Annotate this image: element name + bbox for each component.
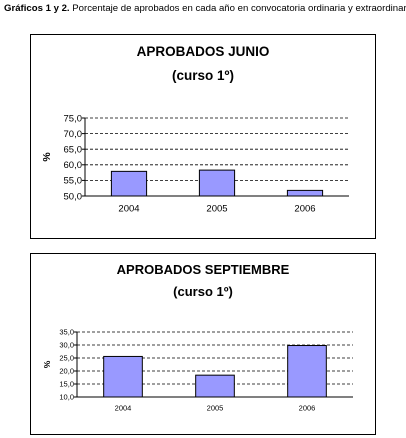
chart-panel-septiembre: APROBADOS SEPTIEMBRE (curso 1º) 10,0 15,0 20… (30, 253, 376, 435)
y-tick-label: 55,0 (64, 176, 83, 187)
y-tick-label: 60,0 (64, 160, 83, 171)
x-tick-label: 2005 (206, 204, 227, 215)
x-tick-label: 2006 (294, 204, 315, 215)
x-tick-label: 2004 (118, 204, 139, 215)
chart-subtitle: (curso 1º) (173, 284, 233, 299)
bar-2004 (103, 355, 143, 398)
y-tick-label: 15,0 (59, 380, 74, 389)
caption-label: Gráficos 1 y 2. (4, 3, 70, 14)
y-tick-label: 30,0 (59, 341, 74, 350)
y-tick-label: 75,0 (64, 113, 83, 124)
bar-2006 (286, 189, 324, 197)
y-tick-label: 20,0 (59, 367, 74, 376)
y-tick-label: 65,0 (64, 145, 83, 156)
bar-2004 (110, 170, 148, 197)
y-axis-label: % (41, 152, 53, 162)
chart-septiembre: APROBADOS SEPTIEMBRE (curso 1º) 10,0 15,0 20… (42, 262, 353, 413)
caption-text: Porcentaje de aprobados en cada año en c… (69, 3, 406, 14)
y-axis-label: % (42, 360, 52, 368)
x-tick-label: 2004 (115, 404, 132, 413)
chart-title: APROBADOS JUNIO (137, 44, 270, 59)
chart-panel-junio: APROBADOS JUNIO (curso 1º) 50,0 55,0 60,0 65,… (30, 34, 376, 239)
chart-subtitle: (curso 1º) (172, 68, 234, 83)
x-tick-label: 2005 (207, 404, 224, 413)
figure-caption: Gráficos 1 y 2. Porcentaje de aprobados … (4, 3, 406, 14)
chart-title: APROBADOS SEPTIEMBRE (117, 262, 290, 277)
chart-junio: APROBADOS JUNIO (curso 1º) 50,0 55,0 60,0 65,… (41, 44, 349, 215)
bar-2006 (287, 345, 327, 398)
y-tick-label: 10,0 (59, 393, 74, 402)
y-tick-label: 70,0 (64, 129, 83, 140)
bar-2005 (195, 374, 235, 398)
x-tick-label: 2006 (299, 404, 316, 413)
y-tick-label: 35,0 (59, 328, 74, 337)
y-tick-label: 25,0 (59, 354, 74, 363)
bar-2005 (198, 169, 236, 197)
y-tick-label: 50,0 (64, 191, 83, 202)
